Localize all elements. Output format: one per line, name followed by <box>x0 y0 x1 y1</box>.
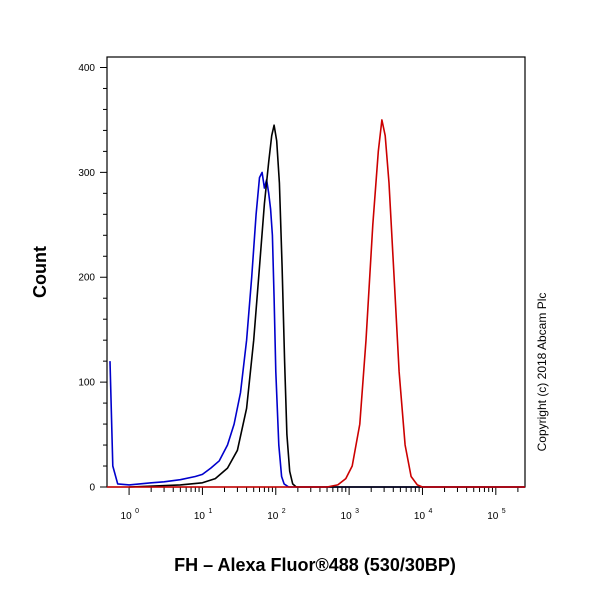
y-tick-label: 200 <box>78 273 95 284</box>
series-line-3 <box>107 119 525 488</box>
y-axis: 0 100 200 300 400 <box>78 63 107 494</box>
series-layer <box>107 119 525 488</box>
x-axis-title: FH – Alexa Fluor®488 (530/30BP) <box>174 555 456 575</box>
x-tick-label: 10 <box>194 511 206 522</box>
x-tick-exponent: 5 <box>502 508 506 515</box>
x-tick-label: 10 <box>414 511 426 522</box>
x-tick-exponent: 3 <box>355 508 359 515</box>
copyright-text: Copyright (c) 2018 Abcam Plc <box>535 293 549 452</box>
x-tick-label: 10 <box>487 511 499 522</box>
plot-frame <box>106 56 526 488</box>
y-axis-title: Count <box>30 246 50 298</box>
x-tick-exponent: 4 <box>428 508 432 515</box>
x-axis: 10 0 10 1 10 2 10 3 10 4 10 5 <box>121 487 519 522</box>
x-tick-label: 10 <box>121 511 133 522</box>
x-tick-exponent: 1 <box>208 508 212 515</box>
x-tick-label: 10 <box>267 511 279 522</box>
x-tick-exponent: 2 <box>282 508 286 515</box>
series-line-1 <box>109 171 525 488</box>
y-tick-label: 0 <box>89 483 95 494</box>
y-tick-label: 400 <box>78 63 95 74</box>
y-tick-label: 100 <box>78 378 95 389</box>
series-line-2 <box>129 124 525 488</box>
y-tick-label: 300 <box>78 168 95 179</box>
x-tick-label: 10 <box>341 511 353 522</box>
x-tick-exponent: 0 <box>135 508 139 515</box>
